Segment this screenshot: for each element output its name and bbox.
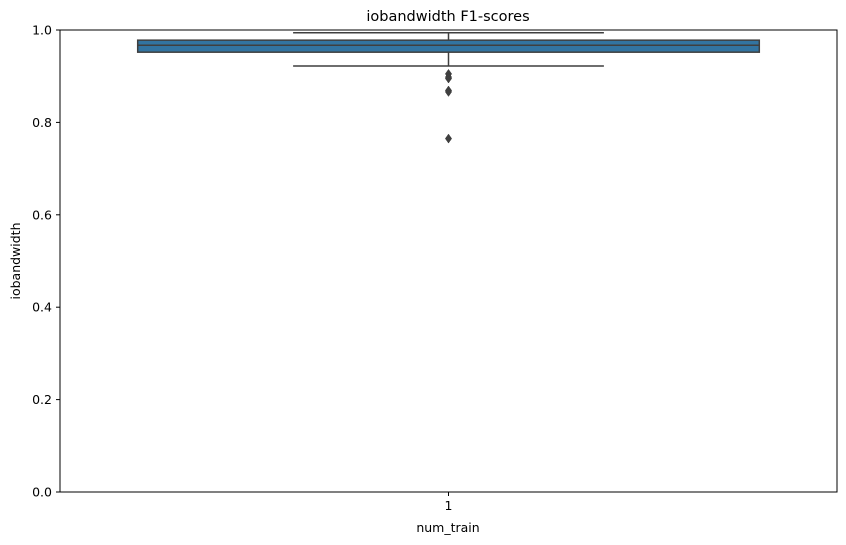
- y-tick-label: 0.0: [32, 485, 52, 500]
- y-tick-label: 1.0: [32, 23, 52, 38]
- x-axis: 1: [445, 492, 453, 513]
- y-tick-label: 0.2: [32, 392, 52, 407]
- chart-title: iobandwidth F1-scores: [366, 9, 529, 25]
- outlier-point: [445, 134, 451, 143]
- axes-frame: [60, 30, 837, 492]
- y-axis-label: iobandwidth: [8, 222, 23, 299]
- iqr-box: [138, 40, 760, 52]
- x-tick-label: 1: [445, 498, 453, 513]
- plot-area: [138, 33, 760, 143]
- y-tick-label: 0.4: [32, 300, 52, 315]
- box-group: [138, 33, 760, 143]
- x-axis-label: num_train: [416, 520, 479, 535]
- y-tick-label: 0.8: [32, 115, 52, 130]
- y-axis: 0.0 0.2 0.4 0.6 0.8 1.0: [32, 23, 60, 500]
- y-tick-label: 0.6: [32, 207, 52, 222]
